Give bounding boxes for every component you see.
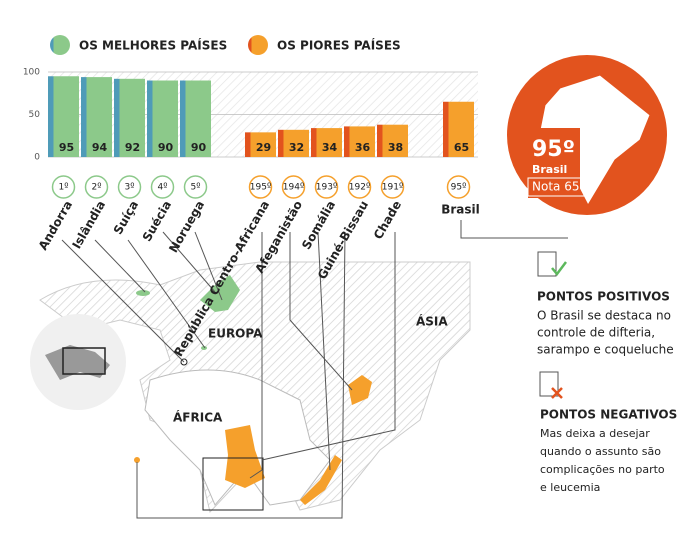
cross-icon (551, 387, 563, 399)
positives: PONTOS POSITIVOS O Brasil se destaca no … (537, 251, 674, 357)
negatives-line: complicações no parto (540, 463, 665, 476)
map-label: EUROPA (208, 327, 263, 341)
value-label: 36 (355, 141, 371, 154)
value-label: 95 (59, 141, 74, 154)
rank-circle (183, 175, 208, 199)
rank-label: 1º (59, 183, 69, 193)
doc-icon (537, 251, 557, 277)
bar (114, 78, 145, 157)
rank-label: 192º (349, 183, 370, 193)
value-label: 90 (191, 141, 207, 154)
rank-circle (281, 175, 306, 199)
guinea-bissau (134, 457, 140, 463)
rank-circle (380, 175, 405, 199)
bar (278, 129, 309, 157)
value-label: 65 (454, 141, 469, 154)
negatives-line: Mas deixa a desejar (540, 427, 650, 440)
legend-label: OS PIORES PAÍSES (277, 38, 401, 53)
y-tick-label: 50 (29, 110, 41, 120)
positives-line: O Brasil se destaca no (537, 309, 671, 323)
y-tick-label: 0 (34, 153, 40, 163)
value-label: 32 (289, 141, 304, 154)
x-tick-label: Chade (371, 198, 404, 242)
rank-circle (347, 175, 372, 199)
rank-circle (84, 175, 109, 199)
rank-label: 95º (451, 183, 467, 193)
bar (245, 132, 276, 157)
x-tick-label: Brasil (441, 203, 480, 217)
x-tick-label: Islândia (69, 198, 108, 251)
map-label: ÁSIA (416, 314, 448, 329)
positives-title: PONTOS POSITIVOS (537, 290, 670, 304)
x-tick-label: Suíça (111, 198, 141, 237)
rank-label: 193º (316, 183, 337, 193)
positives-line: controle de difteria, (537, 326, 655, 340)
rank-label: 3º (125, 183, 135, 193)
rank-circle (150, 175, 175, 199)
rank-circle (51, 175, 76, 199)
value-label: 38 (388, 141, 403, 154)
rank-label: 191º (382, 183, 403, 193)
negatives-title: PONTOS NEGATIVOS (540, 408, 677, 422)
rank-circle (314, 175, 339, 199)
somalia (300, 455, 342, 505)
brazil-badge: 95º Brasil Nota 65 (507, 55, 667, 215)
positives-line: sarampo e coqueluche (537, 343, 674, 357)
check-icon (551, 261, 567, 277)
value-label: 90 (158, 141, 174, 154)
negatives-line: quando o assunto são (540, 445, 661, 458)
doc-icon (539, 371, 559, 397)
legend-label: OS MELHORES PAÍSES (79, 38, 227, 53)
badge-score: Nota 65 (532, 180, 579, 194)
inset-land (45, 345, 110, 380)
rank-circle (446, 175, 471, 199)
badge-score-box (527, 177, 587, 197)
rank-label: 194º (283, 183, 304, 193)
legend-swatch (248, 35, 268, 55)
rank-label: 4º (158, 183, 168, 193)
value-label: 94 (92, 141, 108, 154)
negatives-line: e leucemia (540, 481, 600, 494)
negatives: PONTOS NEGATIVOS Mas deixa a desejar qua… (539, 371, 677, 494)
value-label: 92 (125, 141, 140, 154)
legend-swatch (50, 35, 70, 55)
bar (147, 80, 178, 157)
africa-box (202, 457, 264, 511)
bar (443, 101, 474, 157)
value-label: 29 (256, 141, 271, 154)
rank-circle (117, 175, 142, 199)
badge-panel (528, 128, 580, 198)
value-label: 34 (322, 141, 338, 154)
switzerland (201, 346, 207, 350)
badge-rank: 95º (532, 137, 575, 162)
rank-circle (248, 175, 273, 199)
bar (311, 128, 342, 157)
afghanistan (348, 375, 372, 405)
bar (377, 124, 408, 157)
bar (48, 76, 79, 157)
iceland (136, 290, 150, 296)
rank-label: 5º (191, 183, 201, 193)
bar (344, 126, 375, 157)
leader-lines (61, 220, 568, 519)
map-label: ÁFRICA (173, 410, 223, 425)
chad-car (225, 425, 265, 488)
badge-name: Brasil (532, 163, 567, 176)
y-tick-label: 100 (23, 68, 40, 78)
inset-frame (62, 347, 106, 375)
map: EUROPA ÁSIA ÁFRICA (30, 220, 568, 519)
rank-label: 195º (250, 183, 271, 193)
scandinavia (200, 275, 240, 312)
x-tick-label: Suécia (140, 198, 174, 244)
bar (180, 80, 211, 157)
bar (81, 77, 112, 157)
rank-label: 2º (92, 183, 102, 193)
